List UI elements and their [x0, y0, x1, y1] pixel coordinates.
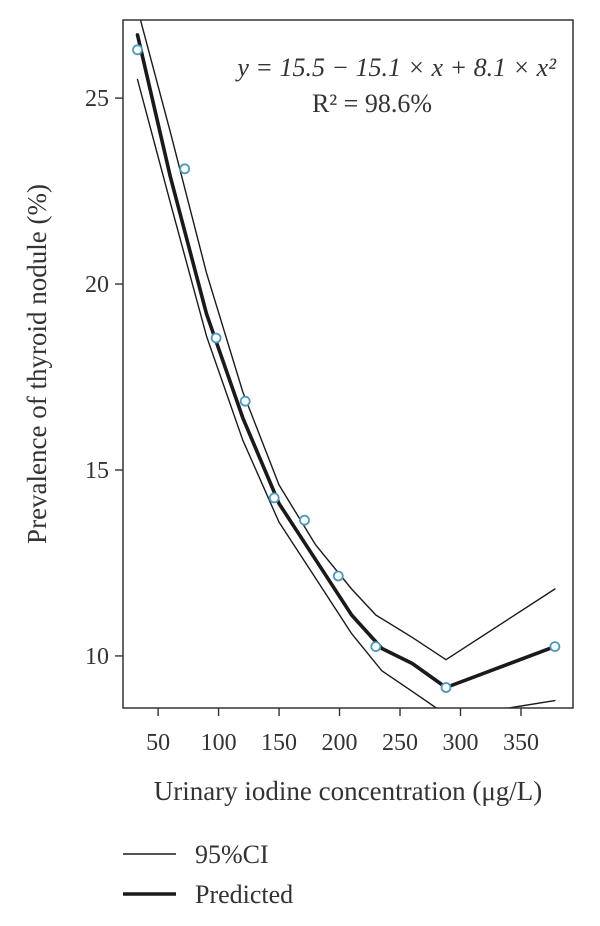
x-axis-label: Urinary iodine concentration (μg/L)	[154, 776, 543, 806]
x-tick-label: 350	[503, 730, 539, 756]
observed-point	[132, 44, 143, 56]
plot-area	[122, 19, 574, 709]
y-axis-ticks: 10 15 20 25	[85, 86, 123, 670]
y-tick-label: 25	[85, 86, 109, 112]
observed-point	[370, 641, 382, 652]
legend: 95%CI Predicted	[123, 840, 293, 909]
ci-line-1	[139, 20, 556, 661]
y-tick-label: 10	[85, 644, 109, 670]
observed-point	[210, 332, 222, 344]
observed-point	[179, 163, 191, 175]
observed-point	[239, 395, 251, 407]
plot-frame	[122, 19, 574, 709]
legend-label-predicted: Predicted	[195, 880, 293, 909]
legend-item-predicted: Predicted	[123, 880, 293, 909]
legend-item-ci: 95%CI	[123, 840, 269, 869]
y-tick-label: 20	[85, 272, 109, 298]
x-tick-label: 50	[146, 730, 170, 756]
observed-points	[132, 44, 561, 693]
legend-label-ci: 95%CI	[195, 840, 269, 869]
y-tick-label: 15	[85, 458, 109, 484]
x-tick-label: 100	[201, 730, 237, 756]
observed-point	[299, 514, 310, 526]
x-tick-label: 200	[322, 730, 358, 756]
r-squared-annotation: R² = 98.6%	[312, 89, 432, 118]
predicted-line	[135, 33, 557, 690]
x-tick-label: 300	[443, 730, 479, 756]
observed-point	[549, 641, 561, 652]
x-tick-label: 250	[382, 730, 418, 756]
series-lines	[135, 20, 557, 708]
x-axis-ticks: 50 100 150 200 250 300 350	[146, 708, 539, 756]
y-axis-label: Prevalence of thyroid nodule (%)	[22, 184, 52, 544]
observed-point	[332, 570, 344, 582]
ci-line-2	[136, 78, 556, 708]
x-tick-label: 150	[261, 730, 297, 756]
equation-annotation: y = 15.5 − 15.1 × x + 8.1 × x²	[234, 53, 557, 82]
observed-point	[440, 682, 452, 693]
observed-point	[268, 492, 280, 504]
